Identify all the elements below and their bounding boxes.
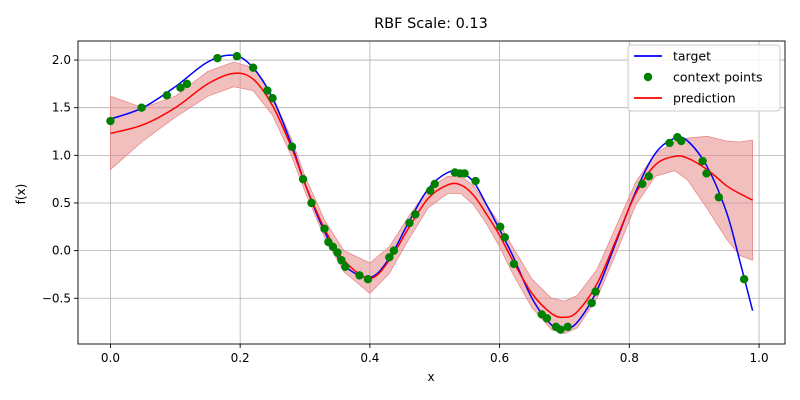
y-axis-label: f(x) bbox=[14, 184, 28, 205]
context-point bbox=[556, 325, 565, 334]
tick-layer: 0.0 0.2 0.4 0.6 0.8 1.0 −0.5 0.0 0.5 1.0 1.5 2.0 bbox=[42, 53, 769, 365]
legend: target context points prediction bbox=[627, 44, 781, 112]
legend-frame bbox=[627, 44, 781, 112]
x-tick-label: 0.8 bbox=[620, 351, 639, 365]
context-point bbox=[328, 242, 338, 252]
legend-item-context-points-label: context points bbox=[673, 70, 762, 85]
context-point bbox=[411, 210, 420, 219]
context-point bbox=[405, 218, 414, 228]
context-point bbox=[430, 179, 439, 189]
legend-item-prediction-label: prediction bbox=[673, 91, 736, 106]
context-point bbox=[638, 179, 647, 189]
context-point bbox=[509, 259, 519, 269]
context-point bbox=[363, 275, 373, 284]
context-point bbox=[702, 169, 711, 178]
y-tick-label: 0.0 bbox=[52, 244, 71, 258]
context-point bbox=[307, 198, 316, 208]
x-tick-label: 1.0 bbox=[750, 351, 769, 365]
context-point bbox=[287, 142, 297, 151]
context-point bbox=[106, 116, 115, 126]
context-point bbox=[333, 248, 342, 257]
prediction-line bbox=[110, 72, 753, 319]
plot-frame bbox=[77, 40, 786, 345]
x-tick-label: 0.2 bbox=[231, 351, 250, 365]
context-point bbox=[162, 91, 172, 100]
context-point bbox=[341, 262, 350, 272]
context-point bbox=[677, 136, 686, 146]
y-tick-label: 2.0 bbox=[52, 53, 71, 67]
context-point bbox=[665, 138, 674, 148]
context-point bbox=[471, 176, 480, 186]
context-point bbox=[698, 156, 707, 166]
context-point bbox=[542, 314, 552, 323]
context-point bbox=[263, 86, 272, 95]
y-tick-label: 1.0 bbox=[52, 148, 71, 162]
context-point bbox=[137, 103, 146, 112]
x-tick-label: 0.4 bbox=[360, 351, 379, 365]
context-point bbox=[496, 222, 505, 232]
uncertainty-band bbox=[110, 61, 753, 334]
context-point bbox=[176, 83, 185, 92]
context-point bbox=[426, 186, 435, 195]
context-point bbox=[355, 271, 364, 280]
y-tick-label: 1.5 bbox=[52, 101, 71, 115]
context-point bbox=[268, 93, 277, 103]
context-point bbox=[248, 63, 258, 72]
context-point bbox=[644, 172, 653, 181]
context-point bbox=[182, 79, 192, 89]
context-point bbox=[232, 52, 242, 61]
context-point bbox=[298, 174, 308, 184]
context-points-layer bbox=[106, 52, 749, 334]
x-axis-label: x bbox=[427, 370, 434, 384]
context-point bbox=[385, 253, 394, 262]
context-point bbox=[739, 275, 749, 284]
context-point bbox=[714, 193, 724, 202]
context-point bbox=[591, 287, 600, 296]
context-point bbox=[460, 169, 469, 178]
context-point bbox=[563, 322, 572, 332]
uncertainty-band-layer bbox=[110, 61, 753, 334]
x-tick-label: 0.0 bbox=[101, 351, 120, 365]
y-tick-label: 0.5 bbox=[52, 196, 71, 210]
context-point bbox=[500, 233, 509, 242]
legend-item-target-label: target bbox=[673, 49, 711, 64]
context-point bbox=[320, 224, 329, 233]
legend-item-context-points-swatch bbox=[643, 72, 653, 82]
context-point bbox=[587, 298, 596, 308]
context-point bbox=[337, 255, 346, 265]
x-tick-label: 0.6 bbox=[490, 351, 509, 365]
context-point bbox=[389, 246, 399, 255]
y-tick-label: −0.5 bbox=[42, 291, 71, 305]
context-point bbox=[213, 53, 222, 63]
chart-title: RBF Scale: 0.13 bbox=[374, 16, 488, 32]
